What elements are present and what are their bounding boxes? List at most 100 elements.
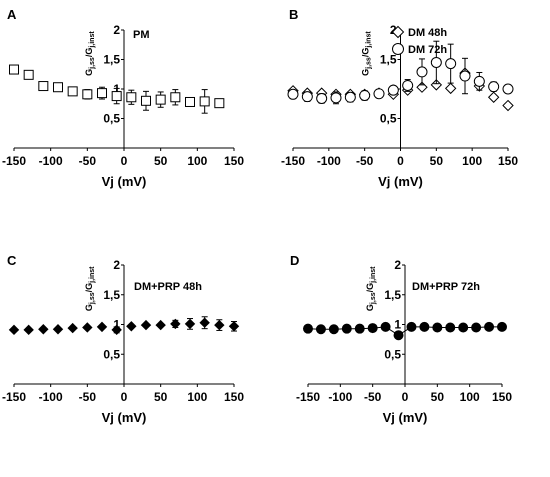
x-tick-label: 50: [154, 390, 168, 404]
data-point: [155, 94, 166, 105]
legend: DM 48h DM 72h: [391, 25, 447, 56]
data-point: [392, 43, 404, 55]
x-tick-label: -100: [39, 154, 63, 168]
x-tick-label: 150: [224, 154, 244, 168]
y-tick-label: 1: [394, 318, 401, 332]
panel-letter: D: [290, 253, 299, 268]
x-tick-label: 0: [402, 390, 409, 404]
data-point: [341, 323, 352, 334]
y-tick-label: 0,5: [103, 112, 120, 126]
y-tick-label: 2: [394, 258, 401, 272]
y-tick-label: 1,5: [380, 53, 397, 67]
x-tick-label: -150: [281, 154, 305, 168]
x-tick-label: -150: [2, 390, 26, 404]
data-point: [67, 322, 78, 334]
x-tick-label: 50: [430, 154, 444, 168]
panel-title: PM: [133, 29, 150, 41]
data-point: [126, 321, 137, 332]
data-point: [9, 64, 19, 75]
data-point: [8, 324, 20, 336]
x-tick-label: -50: [356, 154, 374, 168]
x-tick-label: -50: [364, 390, 382, 404]
x-tick-label: 100: [460, 390, 480, 404]
x-axis-label: Vj (mV): [102, 410, 147, 425]
x-tick-label: 50: [431, 390, 445, 404]
data-point: [67, 86, 78, 97]
data-point: [38, 81, 49, 92]
y-tick-label: 1,5: [384, 288, 401, 302]
series-1: [9, 64, 225, 114]
data-point: [97, 88, 107, 99]
panel-letter: C: [7, 253, 17, 268]
data-point: [444, 82, 457, 95]
data-point: [502, 99, 514, 112]
x-tick-label: 100: [187, 390, 207, 404]
data-point: [330, 92, 342, 104]
data-point: [199, 96, 210, 107]
data-point: [359, 89, 371, 101]
data-point: [445, 58, 457, 70]
data-point: [432, 322, 443, 333]
data-point: [287, 88, 299, 100]
series-1: [303, 321, 507, 341]
x-axis-label: Vj (mV): [102, 174, 147, 189]
data-point: [38, 324, 49, 335]
data-point: [23, 69, 34, 80]
x-tick-label: -100: [328, 390, 352, 404]
x-tick-label: 150: [492, 390, 512, 404]
y-tick-label: 2: [113, 23, 120, 37]
series-2: [287, 40, 514, 105]
y-tick-label: 0,5: [380, 112, 397, 126]
y-tick-label: 1,5: [103, 53, 120, 67]
panel-c: C -150 -100 -50 0 50 100 150 0,5 1 1,5 2 Vj (mV) Gj,s…: [2, 253, 244, 425]
y-axis-label: Gj,ss/Gj,inst: [365, 266, 377, 311]
data-point: [155, 319, 166, 331]
x-tick-label: -150: [2, 154, 26, 168]
y-axis-label: Gj,ss/Gj,inst: [84, 31, 96, 76]
y-axis-label: Gj,ss/Gj,inst: [361, 31, 373, 76]
x-axis-label: Vj (mV): [383, 410, 428, 425]
data-point: [402, 79, 414, 91]
data-point: [214, 98, 225, 109]
data-point: [391, 25, 405, 39]
data-point: [344, 91, 356, 103]
data-point: [328, 324, 339, 335]
x-tick-label: 150: [498, 154, 518, 168]
x-tick-label: 0: [121, 154, 128, 168]
panel-letter: A: [7, 7, 17, 22]
data-point: [52, 324, 64, 335]
y-tick-label: 0,5: [384, 347, 401, 361]
x-axis-label: Vj (mV): [378, 174, 423, 189]
panel-title: DM+PRP 48h: [134, 281, 202, 293]
x-tick-label: 50: [154, 154, 168, 168]
data-point: [393, 330, 404, 341]
data-point: [387, 84, 399, 96]
x-tick-label: -100: [317, 154, 341, 168]
legend-entry: DM 72h: [408, 44, 447, 56]
x-tick-label: 150: [224, 390, 244, 404]
data-point: [471, 322, 482, 333]
x-tick-label: 0: [121, 390, 128, 404]
x-tick-label: 100: [462, 154, 482, 168]
series-1: [8, 316, 240, 336]
data-point: [373, 88, 385, 100]
data-point: [228, 321, 240, 332]
data-point: [354, 323, 365, 334]
data-point: [96, 321, 108, 333]
data-point: [141, 95, 151, 106]
data-point: [445, 322, 456, 333]
data-point: [430, 56, 442, 68]
y-tick-label: 2: [390, 23, 397, 37]
panel-title: DM+PRP 72h: [412, 281, 480, 293]
data-point: [380, 321, 391, 332]
data-point: [316, 92, 328, 104]
data-point: [315, 324, 326, 335]
data-point: [126, 92, 137, 103]
x-tick-label: -50: [79, 390, 97, 404]
data-point: [430, 79, 443, 91]
x-tick-label: -50: [79, 154, 97, 168]
data-point: [484, 321, 495, 332]
data-point: [53, 82, 63, 93]
